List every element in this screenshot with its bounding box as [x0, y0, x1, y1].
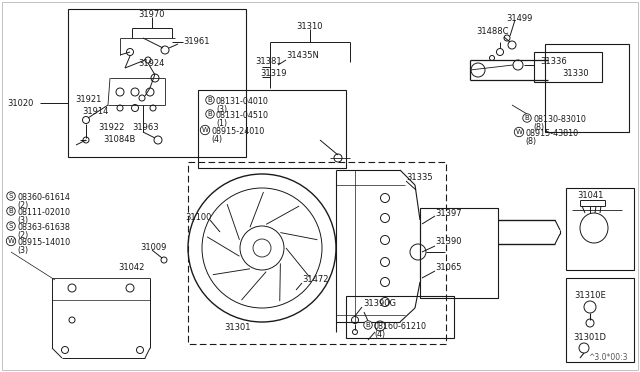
Text: 08915-43810: 08915-43810: [525, 129, 578, 138]
Bar: [68, 9, 246, 157]
Text: (3): (3): [17, 246, 28, 255]
Circle shape: [579, 343, 589, 353]
Text: 08363-61638: 08363-61638: [17, 223, 70, 232]
Text: (2): (2): [17, 201, 28, 210]
Text: 31488C: 31488C: [476, 28, 509, 36]
Text: B: B: [365, 322, 371, 328]
Text: (4): (4): [211, 135, 222, 144]
Circle shape: [131, 88, 139, 96]
Circle shape: [471, 63, 485, 77]
Text: 08111-02010: 08111-02010: [17, 208, 70, 217]
Text: 31921: 31921: [75, 94, 101, 103]
Circle shape: [584, 301, 596, 313]
Text: 08915-24010: 08915-24010: [211, 127, 264, 136]
Text: 08915-14010: 08915-14010: [17, 238, 70, 247]
Text: 31922: 31922: [98, 122, 124, 131]
Text: 31020: 31020: [7, 99, 33, 108]
Circle shape: [381, 193, 390, 202]
Text: B: B: [207, 111, 212, 117]
Text: (2): (2): [17, 231, 28, 240]
Text: 08131-04010: 08131-04010: [216, 97, 269, 106]
Circle shape: [381, 278, 390, 286]
Text: 31330: 31330: [562, 68, 589, 77]
Text: (1): (1): [216, 119, 227, 128]
Circle shape: [68, 284, 76, 292]
Text: (3): (3): [17, 216, 28, 225]
Text: W: W: [202, 127, 209, 133]
Text: 31319: 31319: [260, 68, 287, 77]
Text: 31914: 31914: [82, 108, 108, 116]
Text: 31472: 31472: [302, 276, 328, 285]
Text: 31065: 31065: [435, 263, 461, 273]
Text: 31042: 31042: [118, 263, 145, 273]
Text: 31961: 31961: [183, 38, 209, 46]
Circle shape: [117, 105, 123, 111]
Text: B: B: [8, 208, 13, 214]
Text: 31963: 31963: [132, 122, 159, 131]
Circle shape: [150, 105, 156, 111]
Text: B: B: [525, 115, 529, 121]
Text: 31381: 31381: [255, 58, 282, 67]
Circle shape: [381, 298, 390, 307]
Bar: [188, 162, 446, 344]
Circle shape: [131, 105, 138, 112]
Text: (8): (8): [525, 137, 536, 146]
Text: 31041: 31041: [577, 191, 603, 200]
Bar: [346, 296, 454, 338]
Text: S: S: [9, 193, 13, 199]
Text: S: S: [9, 223, 13, 229]
Text: 31084B: 31084B: [103, 135, 136, 144]
Circle shape: [586, 319, 594, 327]
Text: 31336: 31336: [540, 57, 567, 66]
Text: 31301: 31301: [225, 323, 252, 331]
Text: 31390: 31390: [435, 237, 461, 247]
Text: 31390G: 31390G: [363, 298, 396, 308]
Bar: [420, 208, 498, 298]
Text: B: B: [207, 97, 212, 103]
Text: ^3.0*00:3: ^3.0*00:3: [588, 353, 627, 362]
Text: 08360-61614: 08360-61614: [17, 193, 70, 202]
Text: 31009: 31009: [140, 244, 166, 253]
Text: 31499: 31499: [506, 14, 532, 23]
Text: 31397: 31397: [435, 208, 461, 218]
Text: 31100: 31100: [185, 214, 211, 222]
Text: 31435N: 31435N: [286, 51, 319, 60]
Circle shape: [69, 317, 75, 323]
Text: (3): (3): [216, 105, 227, 114]
Text: 31301D: 31301D: [573, 334, 607, 343]
Text: W: W: [516, 129, 522, 135]
Bar: [566, 278, 634, 362]
Text: 31970: 31970: [139, 10, 165, 19]
Circle shape: [61, 346, 68, 353]
Text: 31310E: 31310E: [574, 292, 606, 301]
Text: 31924: 31924: [138, 58, 164, 67]
Text: W: W: [8, 238, 15, 244]
Bar: [566, 188, 634, 270]
Text: (4): (4): [374, 330, 385, 339]
Circle shape: [146, 88, 154, 96]
Circle shape: [381, 235, 390, 244]
Text: 08160-61210: 08160-61210: [374, 322, 427, 331]
Circle shape: [381, 214, 390, 222]
Text: 08130-83010: 08130-83010: [533, 115, 586, 124]
Bar: [198, 90, 346, 168]
Circle shape: [375, 321, 385, 331]
Text: 31335: 31335: [406, 173, 433, 183]
Bar: [545, 44, 629, 132]
Text: (8): (8): [533, 123, 544, 132]
Text: 31310: 31310: [297, 22, 323, 31]
Circle shape: [126, 284, 134, 292]
Text: 08131-04510: 08131-04510: [216, 111, 269, 120]
Circle shape: [116, 88, 124, 96]
Circle shape: [381, 257, 390, 266]
Circle shape: [136, 346, 143, 353]
Bar: [534, 52, 602, 82]
